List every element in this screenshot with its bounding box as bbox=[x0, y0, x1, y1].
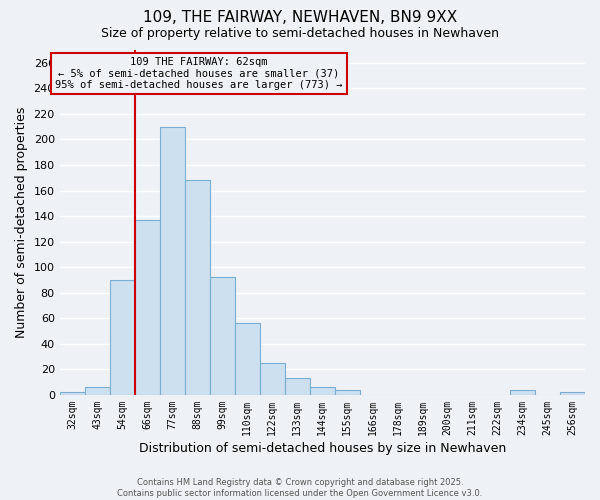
Bar bbox=[135, 220, 160, 395]
Bar bbox=[110, 280, 135, 395]
Bar bbox=[59, 392, 85, 395]
Bar bbox=[560, 392, 585, 395]
Bar bbox=[310, 388, 335, 395]
Bar bbox=[85, 388, 110, 395]
X-axis label: Distribution of semi-detached houses by size in Newhaven: Distribution of semi-detached houses by … bbox=[139, 442, 506, 455]
Bar bbox=[260, 363, 285, 395]
Bar bbox=[210, 278, 235, 395]
Y-axis label: Number of semi-detached properties: Number of semi-detached properties bbox=[15, 107, 28, 338]
Text: 109, THE FAIRWAY, NEWHAVEN, BN9 9XX: 109, THE FAIRWAY, NEWHAVEN, BN9 9XX bbox=[143, 10, 457, 25]
Text: Size of property relative to semi-detached houses in Newhaven: Size of property relative to semi-detach… bbox=[101, 28, 499, 40]
Text: Contains HM Land Registry data © Crown copyright and database right 2025.
Contai: Contains HM Land Registry data © Crown c… bbox=[118, 478, 482, 498]
Text: 109 THE FAIRWAY: 62sqm
← 5% of semi-detached houses are smaller (37)
95% of semi: 109 THE FAIRWAY: 62sqm ← 5% of semi-deta… bbox=[55, 57, 343, 90]
Bar bbox=[510, 390, 535, 395]
Bar bbox=[285, 378, 310, 395]
Bar bbox=[185, 180, 210, 395]
Bar bbox=[160, 126, 185, 395]
Bar bbox=[235, 324, 260, 395]
Bar bbox=[335, 390, 360, 395]
